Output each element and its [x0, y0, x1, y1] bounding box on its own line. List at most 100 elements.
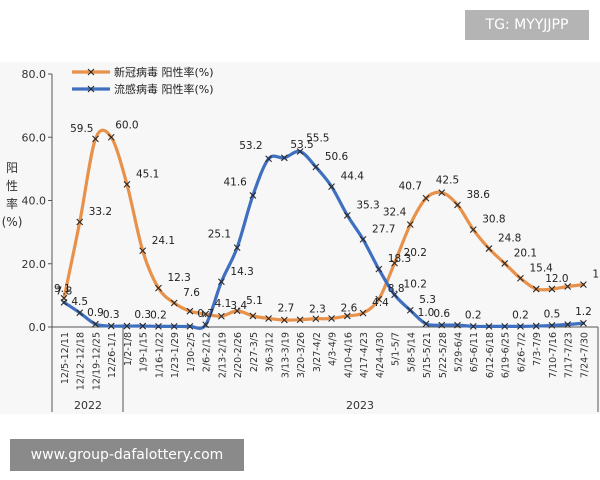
- marker-stroke: [265, 155, 273, 163]
- flu-point-marker: [107, 322, 115, 330]
- covid-point-marker: [202, 310, 210, 318]
- covid-point-marker: [155, 284, 162, 292]
- marker-stroke: [532, 285, 540, 293]
- flu-data-label: 55.5: [306, 132, 329, 144]
- covid-data-label: 4.4: [372, 297, 389, 309]
- marker-stroke: [249, 312, 257, 320]
- marker-stroke: [218, 278, 225, 286]
- marker-stroke: [580, 281, 587, 289]
- x-tick-label: 5/15-5/21: [422, 332, 433, 378]
- covid-point-marker: [123, 180, 131, 188]
- covid-data-label: 3.4: [230, 300, 247, 312]
- flu-data-label: 0.2: [150, 309, 167, 321]
- marker-stroke: [296, 316, 304, 324]
- marker-stroke: [123, 322, 131, 330]
- marker-stroke: [485, 245, 493, 252]
- y-tick-label: 40.0: [22, 195, 47, 208]
- chart-data-labels: 9.1 33.2 59.5 60.0 45.1 24.1 12.3 7.6 4.1 3.4 5.1 2…: [54, 119, 600, 321]
- covid-data-label: 30.8: [482, 214, 505, 226]
- marker-stroke: [233, 244, 241, 252]
- x-tick-label: 2/27-3/5: [249, 332, 260, 372]
- flu-point-marker: [532, 322, 540, 330]
- x-tick-label: 6/26-7/2: [516, 332, 527, 372]
- marker-stroke: [485, 322, 493, 330]
- marker-stroke: [375, 295, 383, 303]
- marker-stroke: [280, 154, 288, 162]
- covid-data-label: 8.8: [388, 283, 405, 295]
- flu-point-marker: [123, 322, 131, 330]
- covid-point-marker: [406, 221, 414, 228]
- x-tick-label: 1/2-1/8: [123, 332, 134, 366]
- chart-legend: 新冠病毒 阳性率(%) 流感病毒 阳性率(%): [72, 65, 214, 96]
- marker-stroke: [359, 309, 367, 317]
- marker-stroke: [438, 189, 446, 196]
- marker-stroke: [218, 312, 225, 320]
- flu-data-label: 7.8: [56, 285, 73, 297]
- x-tick-label: 6/12-6/18: [485, 332, 496, 378]
- flu-point-marker: [249, 192, 257, 199]
- flu-data-label: 0.2: [512, 309, 529, 321]
- covid-point-marker: [454, 201, 461, 209]
- x-tick-label: 5/22-5/28: [438, 332, 449, 378]
- covid-point-marker: [296, 316, 304, 324]
- x-tick-label: 5/29-6/4: [454, 332, 465, 372]
- covid-point-marker: [218, 312, 225, 320]
- flu-point-marker: [580, 319, 587, 327]
- x-tick-label: 12/12-12/18: [76, 332, 87, 390]
- covid-point-marker: [233, 307, 241, 315]
- y-axis-title-part: (%): [2, 215, 23, 229]
- covid-point-marker: [107, 133, 115, 141]
- marker-stroke: [186, 322, 194, 330]
- marker-stroke: [406, 221, 414, 228]
- flu-data-label: 53.2: [239, 140, 262, 152]
- marker-stroke: [517, 322, 524, 330]
- covid-legend-label: 新冠病毒 阳性率(%): [114, 65, 214, 79]
- y-axis-title-part: 性: [6, 179, 18, 193]
- covid-point-marker: [580, 281, 587, 289]
- marker-stroke: [92, 135, 99, 143]
- flu-point-marker: [469, 322, 477, 330]
- x-tick-label: 2/6-2/12: [202, 332, 213, 372]
- flu-data-label: 0.6: [433, 308, 450, 320]
- flu-data-label: 0.9: [87, 307, 104, 319]
- covid-point-marker: [280, 316, 288, 324]
- marker-stroke: [548, 285, 556, 293]
- covid-point-marker: [564, 283, 572, 290]
- y-axis-title-part: 阳: [6, 161, 18, 175]
- flu-data-label: 10.2: [404, 279, 427, 291]
- marker-stroke: [564, 283, 572, 290]
- covid-point-marker: [343, 312, 351, 320]
- flu-data-label: 4.5: [71, 296, 88, 308]
- flu-point-marker: [60, 298, 68, 306]
- marker-stroke: [343, 312, 351, 320]
- flu-data-label: 44.4: [341, 171, 365, 183]
- flu-data-label: 35.3: [356, 199, 379, 211]
- covid-point-marker: [265, 315, 273, 322]
- covid-point-marker: [469, 226, 477, 233]
- covid-point-marker: [438, 189, 446, 196]
- flu-point-marker: [517, 322, 524, 330]
- covid-data-label: 2.6: [341, 302, 358, 314]
- marker-stroke: [186, 307, 194, 315]
- watermark-top: TG: MYYJJPP: [465, 10, 589, 40]
- flu-point-marker: [312, 163, 320, 171]
- x-tick-label: 7/24-7/30: [579, 332, 590, 378]
- covid-data-label: 20.2: [404, 247, 427, 259]
- flu-data-label: 0.3: [134, 309, 151, 321]
- x-tick-label: 4/24-4/30: [375, 332, 386, 378]
- covid-point-marker: [501, 260, 509, 267]
- year-label: 2023: [346, 399, 374, 412]
- covid-legend-marker: [87, 68, 95, 76]
- covid-point-marker: [375, 295, 383, 303]
- covid-data-label: 5.1: [246, 295, 263, 307]
- y-tick-label: 20.0: [22, 258, 47, 271]
- covid-point-marker: [328, 315, 335, 322]
- year-label: 2022: [74, 399, 102, 412]
- x-tick-label: 4/17-4/23: [359, 332, 370, 378]
- covid-point-marker: [92, 135, 99, 143]
- flu-legend-marker: [87, 85, 95, 93]
- flu-point-marker: [391, 291, 398, 299]
- marker-stroke: [580, 319, 587, 327]
- flu-point-marker: [92, 320, 99, 328]
- flu-point-marker: [186, 322, 194, 330]
